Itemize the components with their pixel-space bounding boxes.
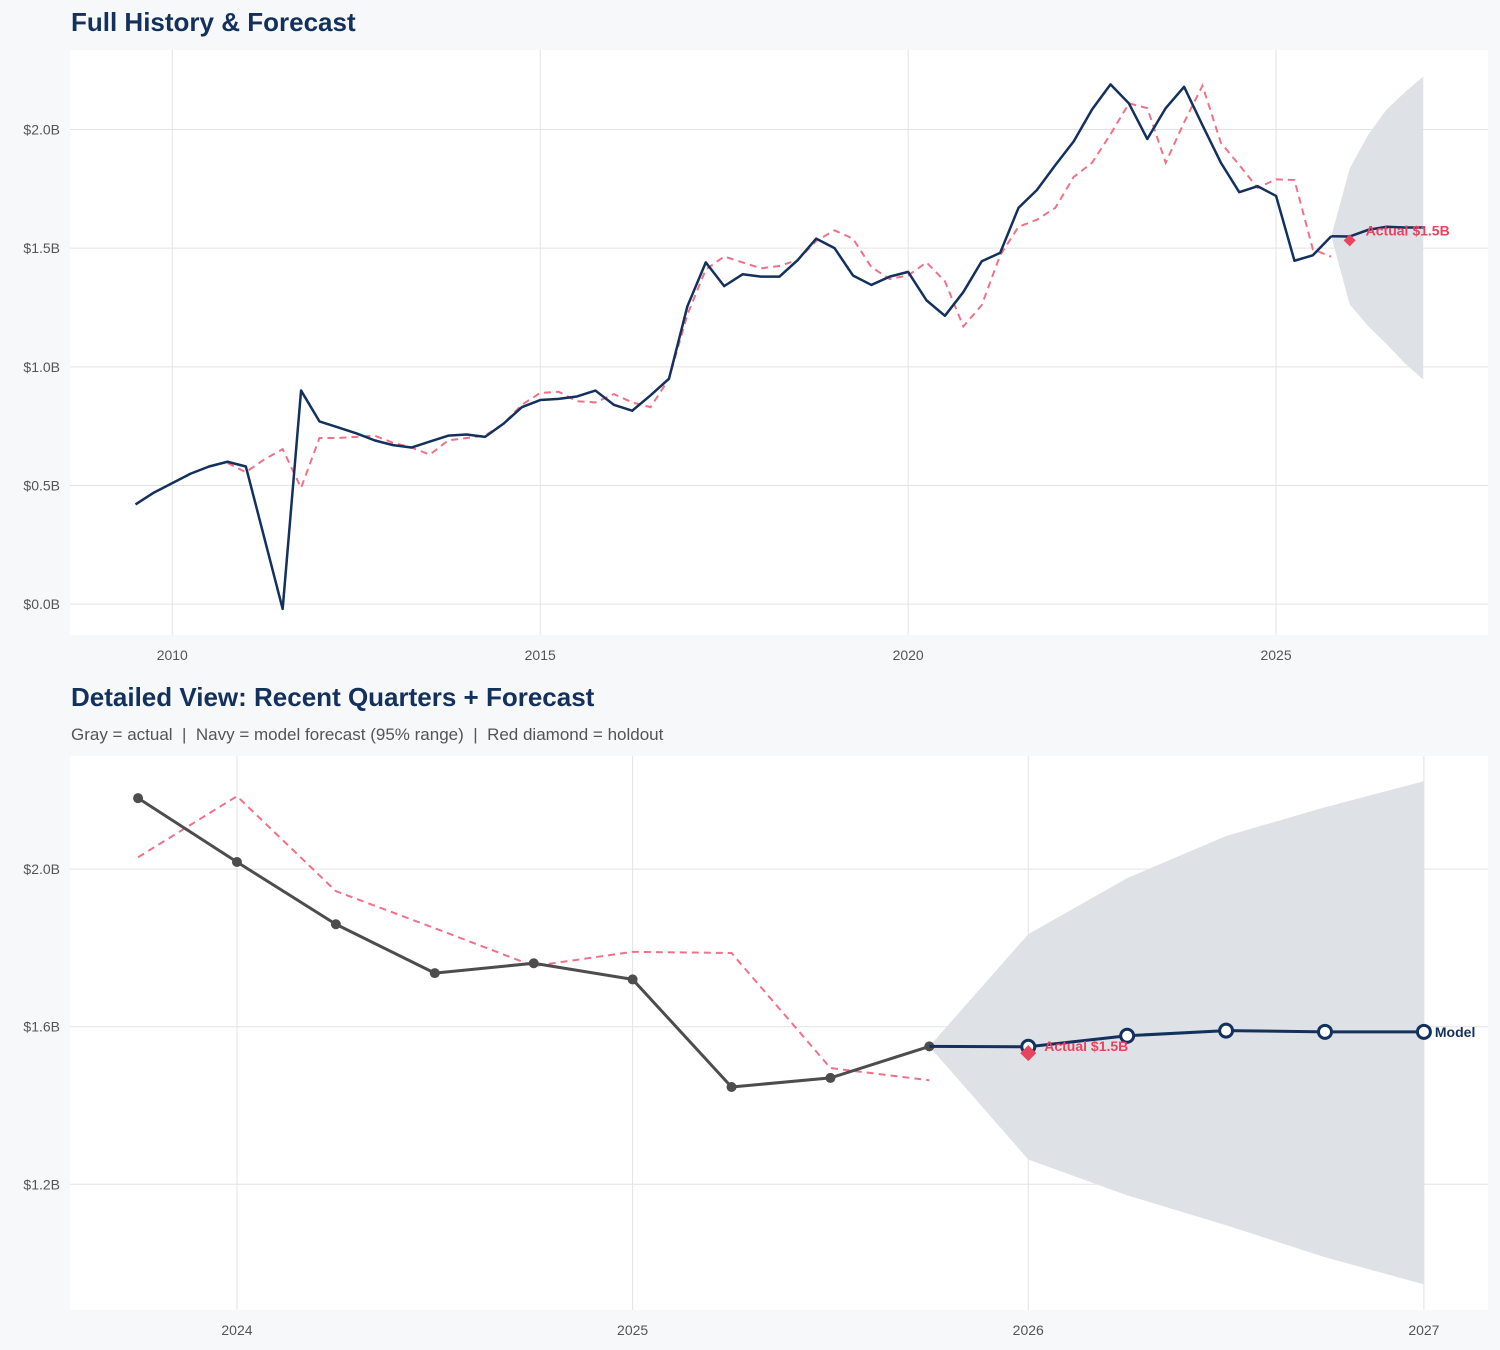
top-chart-plot: $0.0B $0.5B $1.0B $1.5B $2.0B 2010 2015 2020 202… [23, 50, 1488, 663]
y-tick-label: $1.5B [23, 240, 60, 256]
plot-panel [70, 50, 1488, 635]
y-tick-label: $2.0B [23, 861, 60, 877]
forecast-point [1119, 1027, 1136, 1044]
holdout-label: Actual $1.5B [1366, 222, 1450, 238]
actual-point [231, 856, 242, 867]
x-tick-label: 2025 [617, 1322, 648, 1338]
actual-point [825, 1072, 836, 1083]
holdout-diamond [1343, 234, 1356, 247]
forecast-point [1218, 1022, 1235, 1039]
y-tick-label: $0.5B [23, 477, 60, 493]
forecast-end-label: Model [1435, 1024, 1475, 1040]
actual-line [134, 83, 1333, 611]
x-tick-label: 2024 [221, 1322, 252, 1338]
bottom-chart-subtitle: Gray = actual | Navy = model forecast (9… [71, 725, 664, 744]
actual-point [133, 793, 144, 804]
y-tick-label: $1.0B [23, 359, 60, 375]
x-tick-label: 2025 [1260, 647, 1291, 663]
fitted-line [137, 794, 930, 1082]
bottom-chart-title: Detailed View: Recent Quarters + Forecas… [71, 682, 595, 712]
x-tick-label: 2010 [157, 647, 188, 663]
forecast-line [929, 1029, 1424, 1049]
holdout-diamond [1020, 1045, 1037, 1062]
x-tick-label: 2020 [893, 647, 924, 663]
forecast-line [1331, 225, 1424, 238]
y-tick-label: $2.0B [23, 122, 60, 138]
y-tick-label: $1.6B [23, 1019, 60, 1035]
actual-point [528, 958, 539, 969]
x-tick-label: 2026 [1013, 1322, 1044, 1338]
x-tick-label: 2015 [525, 647, 556, 663]
actual-point [429, 968, 440, 979]
actual-point [726, 1081, 737, 1092]
y-tick-label: $1.2B [23, 1176, 60, 1192]
actual-point [330, 919, 341, 930]
x-tick-label: 2027 [1408, 1322, 1439, 1338]
bottom-chart-plot: $1.2B $1.6B $2.0B 2024 2025 2026 2027 Actual $1… [23, 756, 1488, 1338]
forecast-point [1316, 1023, 1333, 1040]
top-chart-title: Full History & Forecast [71, 7, 356, 37]
y-tick-label: $0.0B [23, 596, 60, 612]
holdout-label: Actual $1.5B [1044, 1038, 1128, 1054]
actual-point [627, 974, 638, 985]
forecast-point [1415, 1023, 1432, 1040]
